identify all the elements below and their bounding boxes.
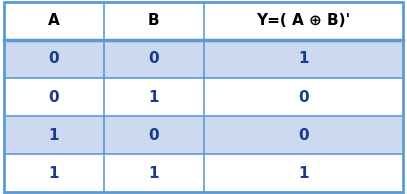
Text: Y=( A ⊕ B)': Y=( A ⊕ B)' (256, 13, 350, 29)
Bar (204, 78, 403, 116)
Text: 1: 1 (298, 165, 309, 181)
Text: 0: 0 (298, 89, 309, 105)
Bar (204, 2, 403, 40)
Bar (4, 116, 104, 154)
Text: 0: 0 (48, 89, 59, 105)
Bar (104, 2, 204, 40)
Bar (104, 116, 204, 154)
Text: A: A (48, 13, 60, 29)
Text: 0: 0 (298, 127, 309, 143)
Text: 1: 1 (49, 165, 59, 181)
Bar (104, 78, 204, 116)
Bar (4, 78, 104, 116)
Bar (4, 154, 104, 192)
Bar (204, 116, 403, 154)
Text: 1: 1 (49, 127, 59, 143)
Text: 1: 1 (298, 51, 309, 67)
Text: B: B (148, 13, 160, 29)
Bar (104, 154, 204, 192)
Text: 0: 0 (148, 127, 159, 143)
Text: 1: 1 (149, 89, 159, 105)
Bar (4, 40, 104, 78)
Text: 0: 0 (48, 51, 59, 67)
Bar (4, 2, 104, 40)
Bar (204, 40, 403, 78)
Text: 1: 1 (149, 165, 159, 181)
Bar (204, 154, 403, 192)
Bar (104, 40, 204, 78)
Text: 0: 0 (148, 51, 159, 67)
